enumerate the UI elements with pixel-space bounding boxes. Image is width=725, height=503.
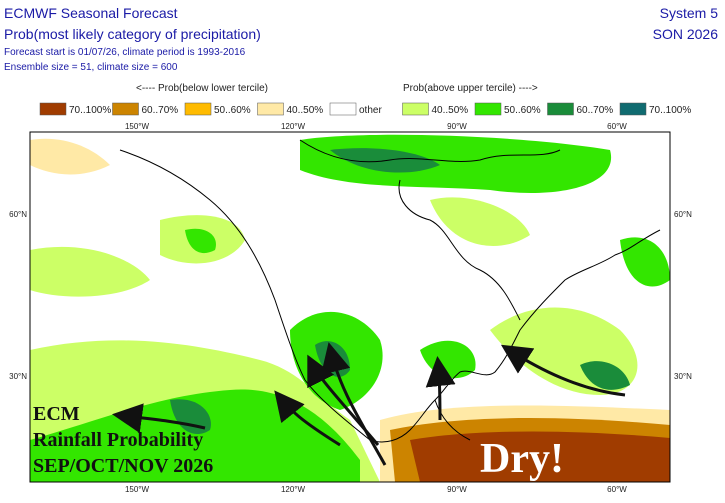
axes: 150°W 150°W 120°W 120°W 90°W 90°W 60°W 60°W 60°N… [9,122,692,494]
arrows [112,342,626,466]
subtitle: Prob(most likely category of precipitati… [4,26,261,42]
lat-label: 60°N [9,210,27,219]
legend-label: 50..60% [504,105,541,116]
legend-label: 60..70% [577,105,614,116]
legend-swatch [39,102,67,116]
annotation: SEP/OCT/NOV 2026 [33,455,213,477]
legend-label: other [359,105,382,116]
legend-swatch [619,102,647,116]
lon-label: 120°W [281,485,306,494]
legend-swatch [112,102,139,116]
map: ECM Rainfall Probability SEP/OCT/NOV 202… [30,132,670,482]
legend-label: <---- Prob(below lower tercile) [136,83,268,94]
legend-label: Prob(above upper tercile) ----> [403,83,538,94]
map-frame [29,131,671,483]
title: ECMWF Seasonal Forecast [4,5,178,21]
legend-swatch [329,102,357,116]
lon-label: 60°W [607,122,627,131]
legend-label: 50..60% [214,105,251,116]
lat-label: 30°N [9,372,27,381]
lon-label: 60°W [607,485,627,494]
legend-label: 70..100% [649,105,691,116]
lon-label: 150°W [125,485,150,494]
annotation: ECM [33,403,80,425]
legend-label: 60..70% [142,105,179,116]
lon-label: 120°W [281,122,306,131]
legend: 70..100% 60..70% 50..60% 40..50% other 40..50… [39,102,691,116]
legend-swatch [257,102,284,116]
info: Forecast start is 01/07/26, climate peri… [4,47,246,58]
annotation: Dry! [480,436,564,482]
lat-label: 30°N [674,372,692,381]
system: System 5 [660,5,719,21]
lon-label: 150°W [125,122,150,131]
lon-label: 90°W [447,122,467,131]
lat-label: 60°N [674,210,692,219]
annotation: Rainfall Probability [33,429,203,451]
legend-label: 40..50% [287,105,324,116]
info: Ensemble size = 51, climate size = 600 [4,62,178,73]
coastline [119,139,661,443]
legend-swatch [402,102,429,116]
lon-label: 90°W [447,485,467,494]
legend-label: 40..50% [432,105,469,116]
legend-swatch [184,102,212,116]
legend-swatch [547,102,574,116]
period: SON 2026 [653,26,719,42]
legend-label: 70..100% [69,105,111,116]
legend-swatch [474,102,502,116]
